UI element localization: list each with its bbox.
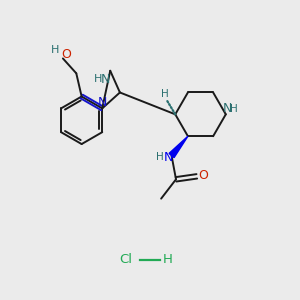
Text: H: H bbox=[161, 89, 169, 99]
Text: H: H bbox=[51, 44, 60, 55]
Text: Cl: Cl bbox=[120, 254, 133, 266]
Text: O: O bbox=[198, 169, 208, 182]
Text: N: N bbox=[101, 73, 110, 85]
Text: N: N bbox=[223, 103, 232, 116]
Text: H: H bbox=[94, 74, 102, 84]
Text: N: N bbox=[98, 96, 107, 109]
Text: H: H bbox=[156, 152, 164, 162]
Polygon shape bbox=[169, 136, 188, 158]
Text: H: H bbox=[163, 254, 173, 266]
Text: N: N bbox=[164, 151, 173, 164]
Text: O: O bbox=[61, 48, 71, 62]
Text: H: H bbox=[230, 104, 238, 114]
